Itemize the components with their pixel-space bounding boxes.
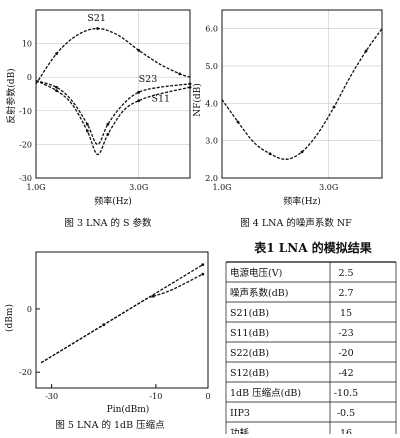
fig3-caption: 图 3 LNA 的 S 参数 [64, 217, 152, 229]
fig3-label-s23: S23 [139, 74, 158, 85]
fig3-y-tick-label: -30 [19, 174, 32, 183]
fig5-x-tick-label: -30 [45, 392, 58, 401]
fig4-y-axis-label: NF(dB) [192, 83, 203, 117]
fig4-series-nf-point [268, 152, 272, 156]
fig5-series-2-point [201, 272, 205, 276]
fig3-series-s21-point [55, 52, 58, 56]
table-cell-label: S22(dB) [230, 348, 269, 359]
table-cell-label: S11(dB) [230, 328, 269, 339]
table-cell-value: 16 [340, 428, 352, 434]
fig3-series-s11 [35, 80, 191, 156]
fig3-series-s11-point [55, 89, 58, 93]
table-cell-label: 功耗 [230, 428, 250, 434]
fig3-y-tick-label: 0 [27, 73, 32, 82]
fig4-caption: 图 4 LNA 的噪声系数 NF [240, 217, 352, 229]
fig3-x-axis-label: 频率(Hz) [94, 195, 132, 207]
table-cell-value: -23 [338, 328, 353, 339]
fig5-series-1-point [201, 263, 205, 267]
table-cell-label: S12(dB) [230, 368, 269, 379]
table-cell-label: 噪声系数(dB) [230, 287, 288, 299]
results-table: 表1 LNA 的模拟结果 电源电压(V) 2.5 噪声系数(dB) 2.7 S21(dB… [225, 240, 397, 438]
fig4-x-axis-label: 频率(Hz) [283, 195, 321, 207]
fig3-curves [35, 27, 192, 156]
fig5-chart: 0 -20 -30 -10 0 (dBm) Pin(dBm) 图 5 LNA 的 1d… [4, 251, 211, 431]
fig4-y-tick-label: 6.0 [205, 25, 218, 34]
fig4-y-tick-label: 4.0 [205, 99, 218, 108]
fig3-series-s23-point [106, 122, 110, 126]
fig3-chart: 10 0 -10 -20 -30 1.0G 3.0G S21 S23 S11 反射参数(dB)… [5, 9, 192, 229]
fig3-series-s23 [35, 79, 191, 146]
table-cell-value: -0.5 [337, 408, 355, 419]
fig3-series-s11-point [85, 129, 89, 133]
fig4-series-nf-point [236, 120, 240, 124]
fig4-x-ticks: 1.0G 3.0G [212, 183, 338, 192]
fig4-x-tick-label: 1.0G [212, 183, 231, 192]
fig3-series-s11-point [188, 85, 192, 89]
fig4-y-tick-label: 2.0 [205, 174, 218, 183]
fig3-series-s23-point [55, 85, 58, 89]
fig4-y-ticks: 6.0 5.0 4.0 3.0 2.0 [205, 25, 218, 183]
fig4-plot-frame [221, 9, 383, 179]
fig3-series-s21 [35, 27, 191, 85]
fig3-label-s11: S11 [152, 94, 171, 105]
fig4-chart: 6.0 5.0 4.0 3.0 2.0 1.0G 3.0G NF(dB) 频率(Hz) 图… [192, 9, 383, 229]
fig3-x-ticks: 1.0G 3.0G [26, 183, 148, 192]
table-title: 表1 LNA 的模拟结果 [253, 240, 371, 255]
fig5-y-tick-label: 0 [27, 305, 32, 314]
fig3-series-s21-point [178, 72, 182, 76]
fig5-x-axis-label: Pin(dBm) [107, 404, 150, 415]
table-cell-label: IIP3 [230, 408, 250, 419]
fig4-series-nf-point [300, 150, 304, 154]
fig3-label-s21: S21 [87, 13, 106, 24]
fig3-y-tick-label: -10 [19, 107, 32, 116]
fig3-y-tick-label: -20 [19, 140, 32, 149]
fig3-plot-frame [35, 9, 191, 179]
table-cell-value: -10.5 [334, 388, 358, 399]
fig5-series-2-point [102, 323, 106, 327]
table-cell-label: 1dB 压缩点(dB) [230, 387, 301, 399]
fig3-series-labels: S21 S23 S11 [87, 13, 170, 105]
fig4-curves [221, 28, 383, 160]
fig4-x-tick-label: 3.0G [319, 183, 338, 192]
table-cell-value: 2.5 [338, 268, 353, 279]
table-cell-value: 15 [340, 308, 352, 319]
fig4-y-tick-label: 5.0 [205, 62, 218, 71]
fig3-series-s21-point [137, 48, 141, 52]
fig4-series-nf-point [364, 49, 368, 53]
fig5-plot-frame [35, 251, 209, 389]
fig5-y-ticks: 0 -20 [19, 305, 40, 377]
fig4-y-tick-label: 3.0 [205, 137, 218, 146]
fig5-caption: 图 5 LNA 的 1dB 压缩点 [55, 419, 165, 431]
fig3-series-s23-point [137, 90, 141, 94]
fig4-series-nf-point [332, 105, 336, 109]
fig3-series-s11-point [106, 132, 110, 136]
fig3-y-ticks: 10 0 -10 -20 -30 [19, 40, 32, 183]
fig3-series-s23-point [85, 122, 89, 126]
fig4-series-nf [221, 28, 383, 160]
fig3-series-s21-point [96, 27, 99, 30]
fig5-y-axis-label: (dBm) [4, 304, 15, 332]
fig5-x-tick-label: -10 [149, 392, 162, 401]
fig3-y-axis-label: 反射参数(dB) [5, 68, 17, 123]
table-cell-value: -42 [338, 368, 353, 379]
fig3-y-tick-label: 10 [22, 40, 32, 49]
table-cell-label: 电源电压(V) [230, 267, 282, 279]
fig5-y-tick-label: -20 [19, 368, 32, 377]
fig5-x-ticks: -30 -10 0 [45, 384, 211, 401]
fig5-curves [40, 263, 205, 364]
table-cell-value: 2.7 [338, 288, 353, 299]
fig3-x-tick-label: 1.0G [26, 183, 45, 192]
fig3-x-tick-label: 3.0G [129, 183, 148, 192]
fig5-series-2-point [151, 294, 155, 298]
fig3-series-s11-point [137, 99, 141, 103]
fig3-series-s23-point [188, 82, 192, 86]
fig5-series-2 [40, 273, 204, 364]
table-body: 电源电压(V) 2.5 噪声系数(dB) 2.7 S21(dB) 15 S11(dB) -23… [225, 261, 397, 438]
table-cell-value: -20 [338, 348, 353, 359]
table-cell-label: S21(dB) [230, 308, 269, 319]
fig5-x-tick-label: 0 [205, 392, 210, 401]
